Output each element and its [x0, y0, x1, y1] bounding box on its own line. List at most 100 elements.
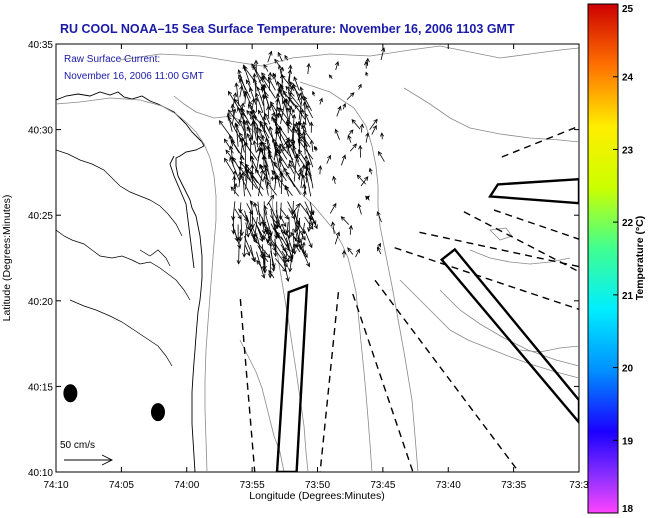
current-vector-head [294, 153, 299, 159]
current-vector-head [297, 138, 302, 144]
current-vector-shaft [243, 120, 248, 146]
current-vector-head [301, 174, 306, 180]
current-vector-shaft [288, 164, 295, 174]
shipping-lane-dashed [352, 293, 414, 472]
current-vector-head [240, 102, 245, 108]
current-vector-shaft [257, 147, 263, 159]
current-vector-head [252, 72, 257, 78]
current-vector-head [280, 66, 284, 72]
current-vector-shaft [280, 173, 283, 195]
current-vector-head [270, 103, 274, 109]
current-vector [224, 157, 235, 175]
current-vector-shaft [299, 244, 310, 267]
current-vector-head [276, 80, 281, 86]
current-vector-shaft [257, 135, 266, 148]
current-vector-shaft [274, 223, 278, 239]
current-vector-head [288, 91, 293, 97]
current-vector [253, 59, 259, 74]
current-vector-shaft [335, 129, 340, 140]
current-vector-head [306, 162, 311, 167]
current-vector-head [347, 247, 352, 252]
current-vector-shaft [292, 229, 296, 255]
current-vector-shaft [296, 230, 301, 248]
current-vector-shaft [260, 123, 271, 147]
current-vector-head [290, 231, 295, 237]
current-vector [336, 105, 342, 117]
current-vector-shaft [293, 154, 298, 182]
current-vector-head [237, 171, 243, 177]
current-vector-shaft [300, 165, 304, 189]
shipping-lane-dashed [493, 209, 579, 240]
current-vector-head [274, 143, 279, 149]
current-vector-head [245, 79, 250, 85]
current-vector-head [259, 237, 264, 243]
current-vector-shaft [278, 145, 281, 167]
current-vector-head [264, 167, 269, 173]
current-vector-head [229, 156, 234, 162]
current-vector-shaft [304, 113, 311, 125]
current-vector-head [252, 78, 257, 84]
current-vector [243, 141, 248, 168]
current-vector-head [251, 114, 256, 120]
current-vector-head [267, 71, 273, 77]
current-vector-shaft [257, 229, 264, 239]
current-vector-head [253, 202, 258, 207]
current-vector [279, 215, 287, 228]
current-vector-shaft [274, 175, 277, 190]
current-vector-head [289, 159, 294, 165]
current-vector-head [237, 106, 242, 112]
current-vector-head [272, 137, 277, 143]
current-vector-head [355, 248, 360, 254]
current-vector [275, 217, 280, 229]
current-vector-shaft [303, 191, 306, 197]
current-vector-head [294, 123, 299, 129]
current-vector [256, 251, 266, 279]
current-vector [233, 182, 238, 195]
current-vector-shaft [236, 124, 239, 147]
current-vector-shaft [298, 149, 307, 162]
current-vector-shaft [297, 172, 302, 179]
current-vector-shaft [271, 170, 287, 189]
current-vector-shaft [284, 186, 293, 197]
current-vector-head [356, 174, 362, 180]
current-vector-head [227, 109, 233, 115]
current-vector [267, 71, 273, 91]
current-vector-shaft [257, 87, 264, 106]
current-vector [226, 112, 233, 132]
current-vector-head [234, 237, 239, 243]
current-vector-head [287, 234, 292, 239]
current-vector-head [224, 157, 229, 163]
current-vector-head [259, 234, 264, 240]
current-vector-shaft [280, 67, 284, 74]
current-vector [297, 138, 314, 160]
current-vector [347, 247, 354, 255]
current-vector-shaft [342, 103, 346, 110]
current-vector-shaft [290, 232, 297, 241]
shipping-lane-boundary [439, 247, 579, 425]
current-vector-head [308, 243, 313, 249]
current-vector-shaft [262, 94, 266, 119]
current-vector [291, 108, 295, 114]
current-vector-head [266, 181, 271, 186]
current-vector-shaft [234, 183, 237, 195]
current-vector [351, 119, 361, 130]
current-vector-head [335, 61, 340, 66]
current-vector [292, 229, 297, 255]
current-vector-shaft [256, 260, 263, 269]
current-vector [332, 175, 337, 184]
current-vector-shaft [249, 200, 255, 207]
current-vector-head [277, 51, 282, 57]
y-tick-label: 40:15 [28, 382, 53, 393]
current-vector-head [240, 137, 245, 142]
current-vector-head [239, 137, 244, 143]
current-vector-shaft [365, 196, 370, 201]
current-vector-shaft [273, 161, 287, 182]
current-vector [311, 90, 316, 97]
current-vector-shaft [355, 249, 360, 258]
current-vector-head [304, 112, 309, 118]
current-vector-head [373, 118, 378, 124]
current-vector-head [291, 126, 296, 131]
current-vector-shaft [274, 59, 281, 67]
current-vector [255, 168, 264, 182]
current-vector [297, 171, 302, 179]
